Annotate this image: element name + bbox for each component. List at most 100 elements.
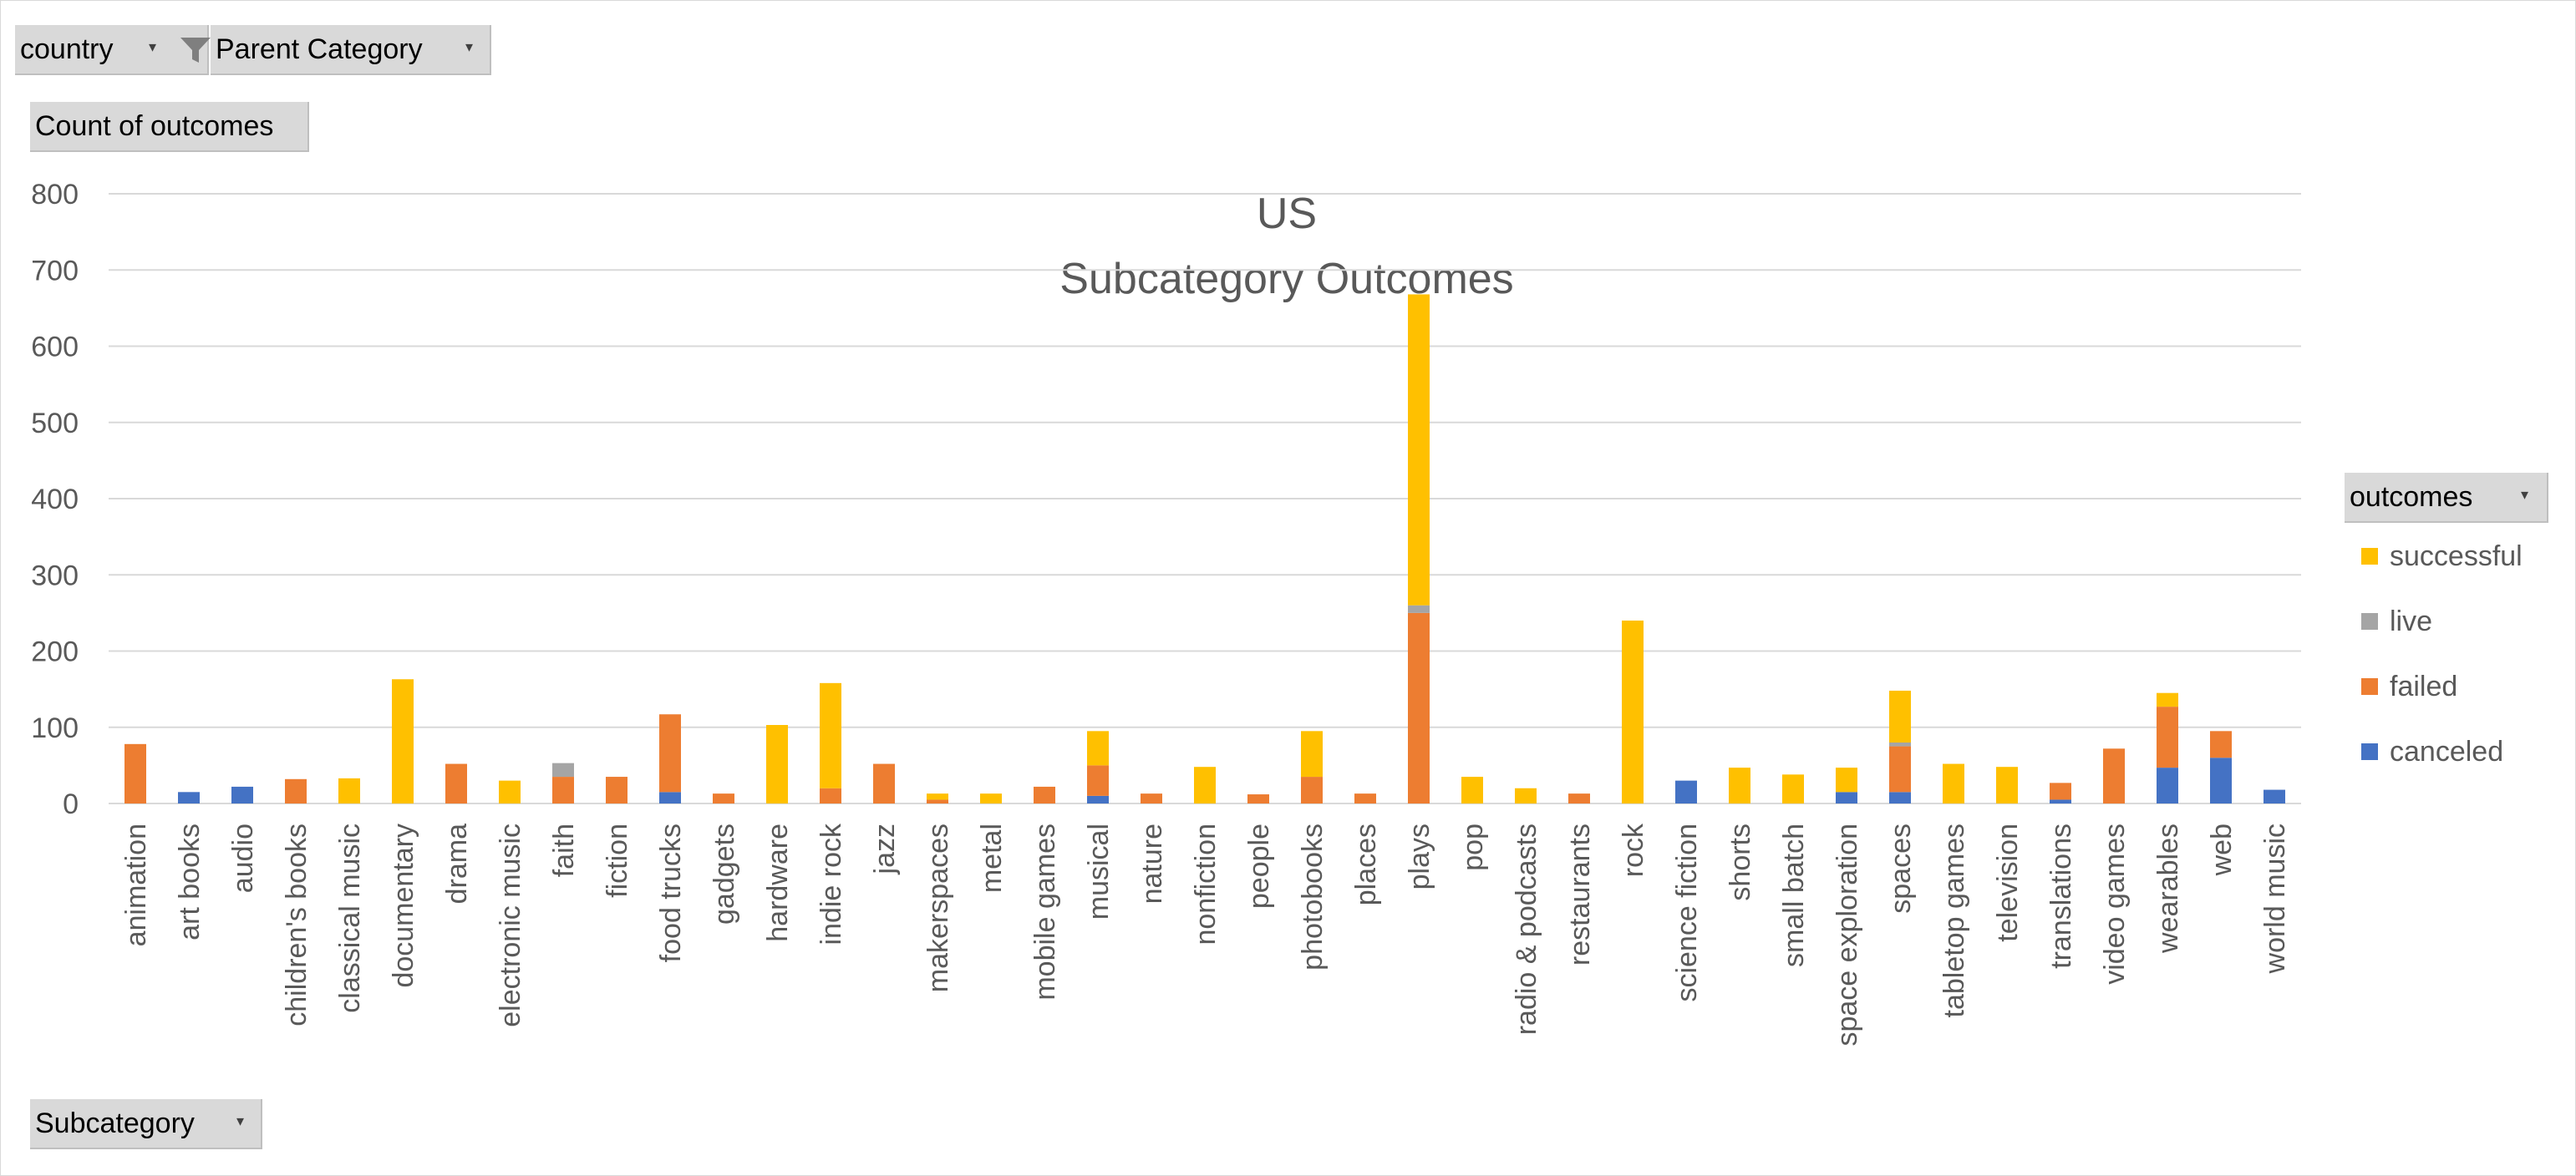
outcomes-dropdown-icon[interactable]: ▾ <box>2520 486 2528 503</box>
values-field-button[interactable]: Count of outcomes <box>30 102 309 152</box>
x-tick-label: photobooks <box>1297 824 1329 971</box>
bar-segment-successful[interactable] <box>1889 690 1911 743</box>
bar-segment-failed[interactable] <box>124 743 146 803</box>
x-tick-label: art books <box>174 824 206 940</box>
x-tick-label: audio <box>227 824 259 893</box>
bar-segment-failed[interactable] <box>2050 783 2071 800</box>
bar-segment-failed[interactable] <box>659 714 681 793</box>
bar-segment-canceled[interactable] <box>2050 799 2071 803</box>
bar-segment-failed[interactable] <box>2210 731 2232 758</box>
bar-segment-failed[interactable] <box>552 777 574 803</box>
bar-segment-failed[interactable] <box>927 799 948 803</box>
bar-segment-successful[interactable] <box>392 679 414 803</box>
outcomes-legend-button[interactable]: outcomes ▾ <box>2345 473 2548 523</box>
bar-segment-failed[interactable] <box>445 763 467 803</box>
bar-segment-successful[interactable] <box>1194 767 1216 803</box>
bar-segment-successful[interactable] <box>820 682 841 788</box>
y-tick-label: 500 <box>31 408 79 439</box>
bar-segment-live[interactable] <box>1889 743 1911 747</box>
bar-segment-successful[interactable] <box>338 778 360 803</box>
x-tick-label: small batch <box>1778 824 1810 967</box>
legend-label-canceled: canceled <box>2390 735 2504 768</box>
x-tick-label: world music <box>2259 824 2291 974</box>
y-tick-label: 400 <box>31 484 79 515</box>
bar-segment-successful[interactable] <box>1996 767 2018 803</box>
x-tick-label: radio & podcasts <box>1511 824 1542 1035</box>
y-tick-label: 300 <box>31 560 79 591</box>
bar-segment-failed[interactable] <box>1354 793 1376 803</box>
bar-segment-failed[interactable] <box>1301 777 1323 803</box>
bar-segment-successful[interactable] <box>980 793 1002 803</box>
subcategory-dropdown-icon[interactable]: ▾ <box>236 1113 244 1129</box>
bar-segment-failed[interactable] <box>2103 748 2125 803</box>
x-tick-label: gadgets <box>709 824 740 925</box>
bar-segment-successful[interactable] <box>2157 692 2178 707</box>
bar-segment-canceled[interactable] <box>178 792 200 803</box>
bar-segment-canceled[interactable] <box>2210 758 2232 803</box>
bar-segment-failed[interactable] <box>1247 794 1269 803</box>
bar-segment-successful[interactable] <box>1943 763 1964 803</box>
x-tick-label: jazz <box>869 824 901 874</box>
x-tick-label: translations <box>2045 824 2077 969</box>
legend-item-failed[interactable]: failed <box>2361 670 2457 703</box>
bar-segment-failed[interactable] <box>1568 793 1590 803</box>
funnel-filter-icon[interactable] <box>179 35 212 65</box>
bar-segment-canceled[interactable] <box>1889 792 1911 803</box>
x-tick-label: rock <box>1618 823 1649 877</box>
y-tick-label: 200 <box>31 636 79 668</box>
bar-segment-successful[interactable] <box>1836 768 1857 793</box>
bar-segment-failed[interactable] <box>285 778 307 803</box>
bar-segment-successful[interactable] <box>1301 731 1323 778</box>
legend-swatch-failed <box>2361 678 2378 695</box>
bar-segment-canceled[interactable] <box>1836 792 1857 803</box>
bar-segment-live[interactable] <box>552 763 574 778</box>
x-tick-label: nonfiction <box>1190 824 1222 945</box>
bar-segment-failed[interactable] <box>1087 765 1109 796</box>
x-tick-label: tabletop games <box>1938 824 1970 1018</box>
x-tick-label: web <box>2206 824 2238 876</box>
bar-segment-failed[interactable] <box>606 777 627 803</box>
bar-segment-canceled[interactable] <box>1087 795 1109 803</box>
bar-segment-successful[interactable] <box>499 780 521 803</box>
bar-segment-successful[interactable] <box>1087 731 1109 766</box>
bar-segment-successful[interactable] <box>1408 294 1430 606</box>
country-filter-button[interactable]: country ▾ <box>15 25 212 75</box>
bar-segment-failed[interactable] <box>820 788 841 803</box>
bar-segment-successful[interactable] <box>927 793 948 800</box>
bar-segment-canceled[interactable] <box>659 792 681 803</box>
bar-segment-failed[interactable] <box>1034 786 1055 803</box>
parent-category-dropdown-icon[interactable]: ▾ <box>465 38 473 55</box>
subcategory-axis-label: Subcategory <box>35 1107 195 1139</box>
bar-segment-successful[interactable] <box>1461 777 1483 803</box>
bar-segment-successful[interactable] <box>766 725 788 803</box>
x-tick-label: shorts <box>1725 824 1756 901</box>
bar-segment-failed[interactable] <box>1408 612 1430 803</box>
bar-segment-successful[interactable] <box>1622 621 1644 803</box>
x-tick-label: plays <box>1404 824 1435 890</box>
bar-segment-successful[interactable] <box>1729 768 1750 803</box>
bar-segment-canceled[interactable] <box>1675 780 1697 803</box>
parent-category-filter-button[interactable]: Parent Category ▾ <box>211 25 491 75</box>
y-tick-label: 0 <box>63 788 79 820</box>
legend-item-successful[interactable]: successful <box>2361 540 2523 573</box>
legend-item-canceled[interactable]: canceled <box>2361 735 2503 768</box>
bar-segment-failed[interactable] <box>1889 746 1911 793</box>
chart-subtitle: Subcategory Outcomes <box>1059 255 1514 303</box>
bar-segment-live[interactable] <box>1408 605 1430 613</box>
bar-segment-failed[interactable] <box>1141 793 1162 803</box>
bar-segment-successful[interactable] <box>1782 774 1804 803</box>
bar-segment-canceled[interactable] <box>2157 768 2178 803</box>
bar-segment-successful[interactable] <box>1515 788 1537 803</box>
subcategory-axis-button[interactable]: Subcategory ▾ <box>30 1099 262 1149</box>
bar-segment-failed[interactable] <box>873 763 895 803</box>
bar-segment-canceled[interactable] <box>2264 789 2285 803</box>
x-tick-label: video games <box>2099 824 2131 985</box>
x-tick-label: spaces <box>1885 824 1917 914</box>
country-dropdown-icon[interactable]: ▾ <box>149 38 157 55</box>
x-tick-label: science fiction <box>1671 824 1703 1002</box>
bar-segment-failed[interactable] <box>2157 707 2178 768</box>
bar-segment-failed[interactable] <box>713 793 734 803</box>
x-tick-label: animation <box>120 824 152 946</box>
bar-segment-canceled[interactable] <box>231 786 253 803</box>
legend-item-live[interactable]: live <box>2361 605 2432 638</box>
